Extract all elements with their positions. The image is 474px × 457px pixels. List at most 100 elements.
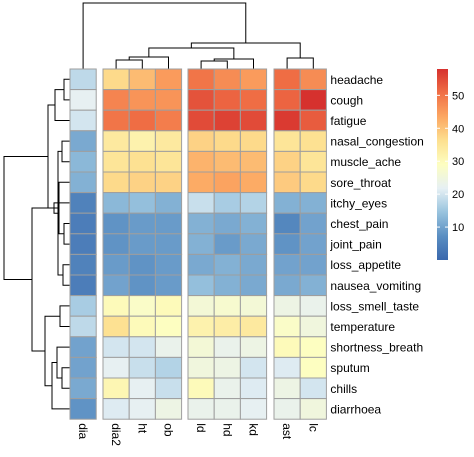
heatmap-cell-diarrhoea-ld xyxy=(187,398,215,420)
row-label-chest_pain: chest_pain xyxy=(330,217,388,231)
heatmap-cell-loss_appetite-hd xyxy=(213,253,241,276)
heatmap-cell-diarrhoea-dia2 xyxy=(102,398,130,420)
heatmap-cell-temperature-ld xyxy=(187,315,215,338)
heatmap-cell-temperature-lc xyxy=(299,315,327,338)
heatmap-cell-sore_throat-dia2 xyxy=(102,171,130,194)
heatmap-cell-loss_appetite-ast xyxy=(273,253,301,276)
heatmap-cell-loss_smell_taste-ld xyxy=(187,295,215,317)
heatmap-cell-diarrhoea-lc xyxy=(299,398,327,420)
heatmap-cell-headache-lc xyxy=(299,68,327,91)
heatmap-cell-sore_throat-lc xyxy=(299,171,327,194)
column-label-hd: hd xyxy=(220,423,234,436)
row-label-shortness_breath: shortness_breath xyxy=(330,341,423,355)
heatmap-cell-nausea_vomiting-ast xyxy=(273,274,301,297)
column-dendrogram xyxy=(82,2,314,69)
row-dendrogram-branch xyxy=(51,362,70,410)
column-label-ob: ob xyxy=(162,423,176,437)
heatmap-cell-joint_pain-kd xyxy=(239,233,268,255)
heatmap-cell-sore_throat-hd xyxy=(213,171,241,194)
heatmap-cell-joint_pain-ld xyxy=(187,233,215,255)
heatmap-cell-temperature-ob xyxy=(154,315,183,338)
heatmap-cell-sputum-dia xyxy=(69,356,97,379)
heatmap-cell-loss_smell_taste-hd xyxy=(213,295,241,317)
row-label-chills: chills xyxy=(330,382,357,396)
heatmap-cell-chills-ld xyxy=(187,377,215,400)
heatmap-cell-loss_appetite-lc xyxy=(299,253,327,276)
heatmap-cell-fatigue-ast xyxy=(273,109,301,132)
heatmap-cell-itchy_eyes-ld xyxy=(187,192,215,214)
row-label-muscle_ache: muscle_ache xyxy=(330,155,401,169)
heatmap-cell-joint_pain-dia2 xyxy=(102,233,130,255)
heatmap-cell-nausea_vomiting-lc xyxy=(299,274,327,297)
heatmap-cell-loss_smell_taste-ast xyxy=(273,295,301,317)
heatmap-cell-sputum-ld xyxy=(187,356,215,379)
heatmap-cell-headache-kd xyxy=(239,68,268,91)
column-labels: dia dia2 ht ob ld hd kd ast lc xyxy=(76,423,320,446)
heatmap-cell-shortness_breath-dia2 xyxy=(102,336,130,358)
heatmap-cells xyxy=(69,68,327,420)
heatmap-cell-sore_throat-dia xyxy=(69,171,97,194)
heatmap-cell-shortness_breath-kd xyxy=(239,336,268,358)
heatmap-cell-loss_appetite-dia2 xyxy=(102,253,130,276)
heatmap-cell-cough-dia xyxy=(69,89,97,111)
heatmap-cell-chills-ht xyxy=(128,377,156,400)
heatmap-cell-chills-lc xyxy=(299,377,327,400)
heatmap-cell-loss_appetite-ld xyxy=(187,253,215,276)
heatmap-cell-headache-ast xyxy=(273,68,301,91)
heatmap-cell-chills-kd xyxy=(239,377,268,400)
heatmap-cell-headache-ht xyxy=(128,68,156,91)
heatmap-cell-sore_throat-ast xyxy=(273,171,301,194)
heatmap-cell-joint_pain-hd xyxy=(213,233,241,255)
heatmap-cell-cough-lc xyxy=(299,89,327,111)
column-dendrogram-branch xyxy=(82,2,247,69)
heatmap-cell-nasal_congestion-ob xyxy=(154,130,183,152)
column-dendrogram-branch xyxy=(128,56,169,69)
column-label-dia2: dia2 xyxy=(109,423,123,446)
heatmap-cell-cough-ast xyxy=(273,89,301,111)
row-dendrogram-branch xyxy=(3,156,48,281)
row-dendrogram-branch xyxy=(63,78,70,101)
row-label-sore_throat: sore_throat xyxy=(330,176,391,190)
column-label-lc: lc xyxy=(306,423,320,432)
heatmap-cell-muscle_ache-hd xyxy=(213,150,241,173)
legend-tick-label: 30 xyxy=(452,156,464,168)
heatmap-cell-nasal_congestion-ht xyxy=(128,130,156,152)
row-dendrogram-branch xyxy=(63,223,70,245)
heatmap-cell-shortness_breath-ld xyxy=(187,336,215,358)
heatmap-cell-diarrhoea-ast xyxy=(273,398,301,420)
row-label-loss_smell_taste: loss_smell_taste xyxy=(330,299,419,313)
heatmap-cell-nausea_vomiting-dia2 xyxy=(102,274,130,297)
heatmap-cell-itchy_eyes-ht xyxy=(128,192,156,214)
heatmap-cell-cough-ob xyxy=(154,89,183,111)
legend-tick-label: 20 xyxy=(452,189,464,201)
heatmap-cell-joint_pain-ast xyxy=(273,233,301,255)
row-label-joint_pain: joint_pain xyxy=(329,238,381,252)
row-label-headache: headache xyxy=(330,73,383,87)
heatmap-cell-sore_throat-ld xyxy=(187,171,215,194)
heatmap-cell-itchy_eyes-ast xyxy=(273,192,301,214)
row-dendrogram-branch xyxy=(61,140,70,163)
legend-tick-label: 40 xyxy=(452,123,464,135)
heatmap-cell-fatigue-lc xyxy=(299,109,327,132)
heatmap-cell-loss_appetite-ht xyxy=(128,253,156,276)
heatmap-cell-temperature-ht xyxy=(128,315,156,338)
heatmap-cell-muscle_ache-dia xyxy=(69,150,97,173)
heatmap-cell-sputum-ob xyxy=(154,356,183,379)
heatmap-cell-headache-dia2 xyxy=(102,68,130,91)
heatmap-cell-loss_smell_taste-lc xyxy=(299,295,327,317)
row-label-itchy_eyes: itchy_eyes xyxy=(330,196,387,210)
heatmap-cell-nausea_vomiting-dia xyxy=(69,274,97,297)
heatmap-cell-diarrhoea-kd xyxy=(239,398,268,420)
heatmap-cell-itchy_eyes-ob xyxy=(154,192,183,214)
heatmap-cell-shortness_breath-dia xyxy=(69,336,97,358)
heatmap-cell-muscle_ache-ld xyxy=(187,150,215,173)
heatmap-cell-sore_throat-ob xyxy=(154,171,183,194)
heatmap-cell-nausea_vomiting-hd xyxy=(213,274,241,297)
heatmap-cell-chills-ob xyxy=(154,377,183,400)
heatmap-cell-muscle_ache-ast xyxy=(273,150,301,173)
heatmap-cell-chest_pain-kd xyxy=(239,212,268,235)
heatmap-cell-sore_throat-ht xyxy=(128,171,156,194)
heatmap-cell-chest_pain-ht xyxy=(128,212,156,235)
heatmap-cell-chest_pain-lc xyxy=(299,212,327,235)
